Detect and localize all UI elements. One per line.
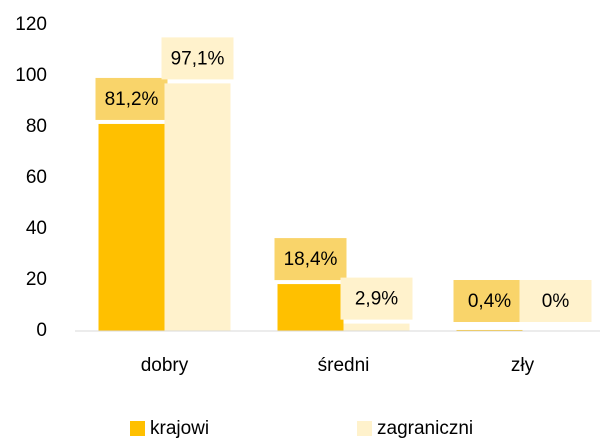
x-tick-label: średni <box>318 355 370 376</box>
legend-swatch <box>130 421 145 436</box>
bar <box>98 123 165 331</box>
legend-label: zagraniczni <box>377 418 473 438</box>
value-label-box <box>340 277 413 320</box>
y-tick-label: 60 <box>26 167 47 188</box>
legend-swatch <box>357 421 372 436</box>
bar <box>456 329 523 331</box>
value-label: 81,2% <box>105 89 159 110</box>
value-label-box <box>519 280 592 322</box>
y-tick-label: 20 <box>26 269 47 290</box>
x-tick-label: dobry <box>141 355 189 376</box>
y-tick-label: 0 <box>36 320 47 341</box>
y-tick-label: 80 <box>26 116 47 137</box>
y-tick-label: 40 <box>26 218 47 239</box>
x-tick-label: zły <box>511 355 535 376</box>
value-label: 0% <box>542 291 570 312</box>
value-label-box <box>453 280 526 322</box>
y-tick-label: 100 <box>15 65 47 86</box>
value-label: 18,4% <box>284 249 338 270</box>
value-label-box <box>161 37 234 80</box>
value-label-box <box>95 77 168 120</box>
value-label-box <box>274 238 347 281</box>
value-label: 97,1% <box>171 48 225 69</box>
value-label: 0,4% <box>468 291 511 312</box>
legend-label: krajowi <box>150 418 209 438</box>
value-label: 2,9% <box>355 289 398 310</box>
bar <box>164 83 231 332</box>
y-tick-label: 120 <box>15 14 47 35</box>
bar <box>343 323 410 331</box>
bar <box>277 284 344 331</box>
